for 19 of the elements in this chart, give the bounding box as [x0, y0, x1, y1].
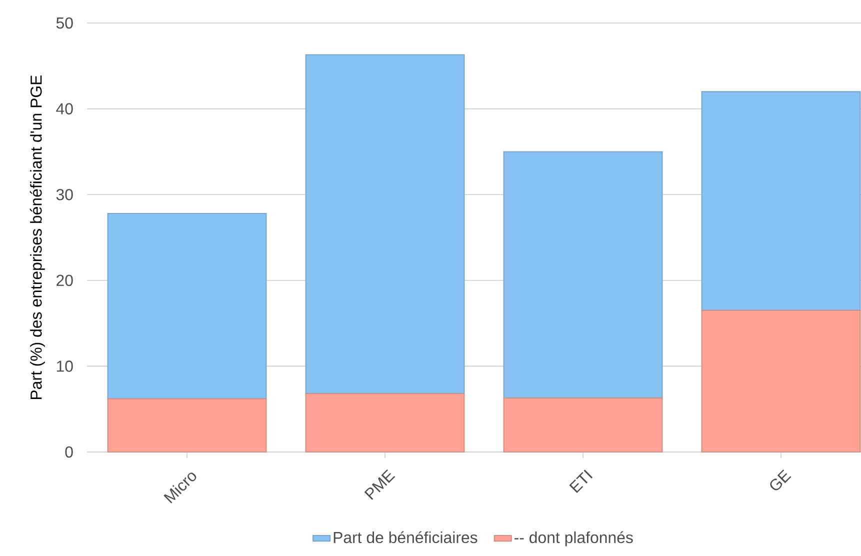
y-axis-title: Part (%) des entreprises bénéficiant d'un PGE: [30, 75, 45, 399]
x-tick-label: GE: [770, 469, 792, 490]
bar: [107, 398, 267, 452]
bar: [701, 310, 861, 452]
bar: [107, 212, 267, 400]
y-tick-label: 40: [56, 103, 73, 114]
y-tick-label: 20: [56, 274, 73, 286]
y-tick-label: 50: [56, 17, 73, 29]
bar: [305, 393, 465, 452]
y-tick-label: 30: [56, 188, 73, 200]
legend-label: -- dont plafonnés: [514, 531, 633, 546]
legend-label: Part de bénéficiaires: [334, 531, 478, 544]
y-tick-label: 10: [56, 360, 73, 372]
bar: [503, 151, 663, 398]
bar: [503, 397, 663, 452]
bar: [305, 54, 465, 394]
x-tick-label: ETI: [569, 470, 593, 493]
bar: [701, 91, 861, 311]
y-tick-label: 0: [65, 446, 73, 458]
